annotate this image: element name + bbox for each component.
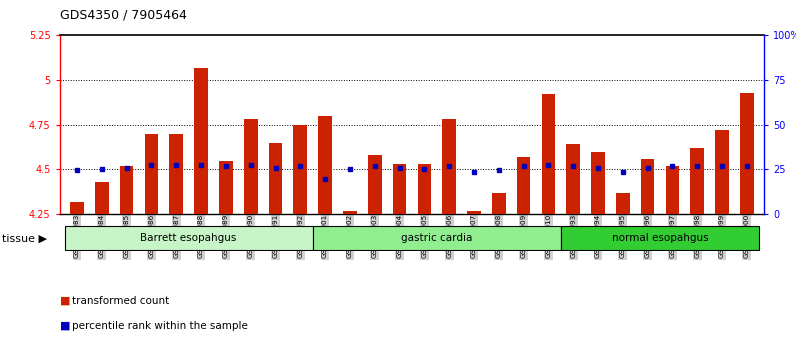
Bar: [170, 134, 183, 214]
Bar: [641, 159, 654, 214]
Bar: [318, 116, 332, 214]
Text: Barrett esopahgus: Barrett esopahgus: [141, 233, 237, 242]
Bar: [219, 161, 232, 214]
Bar: [591, 152, 605, 214]
Bar: [690, 148, 704, 214]
Text: GDS4350 / 7905464: GDS4350 / 7905464: [60, 9, 186, 22]
Bar: [145, 134, 158, 214]
Bar: [560, 226, 759, 250]
Bar: [566, 144, 580, 214]
Text: gastric cardia: gastric cardia: [401, 233, 472, 242]
Bar: [715, 130, 729, 214]
Text: tissue ▶: tissue ▶: [2, 234, 47, 244]
Bar: [95, 182, 109, 214]
Bar: [467, 211, 481, 214]
Bar: [443, 119, 456, 214]
Bar: [368, 155, 381, 214]
Bar: [665, 166, 679, 214]
Bar: [313, 226, 560, 250]
Bar: [343, 211, 357, 214]
Bar: [740, 93, 754, 214]
Bar: [541, 95, 555, 214]
Bar: [392, 164, 406, 214]
Bar: [269, 143, 283, 214]
Bar: [492, 193, 505, 214]
Text: ■: ■: [60, 321, 70, 331]
Bar: [120, 166, 134, 214]
Bar: [616, 193, 630, 214]
Bar: [244, 119, 258, 214]
Text: ■: ■: [60, 296, 70, 306]
Bar: [64, 226, 313, 250]
Text: transformed count: transformed count: [72, 296, 169, 306]
Bar: [517, 157, 530, 214]
Bar: [70, 202, 84, 214]
Bar: [294, 125, 307, 214]
Bar: [418, 164, 431, 214]
Bar: [194, 68, 208, 214]
Text: percentile rank within the sample: percentile rank within the sample: [72, 321, 248, 331]
Text: normal esopahgus: normal esopahgus: [611, 233, 708, 242]
